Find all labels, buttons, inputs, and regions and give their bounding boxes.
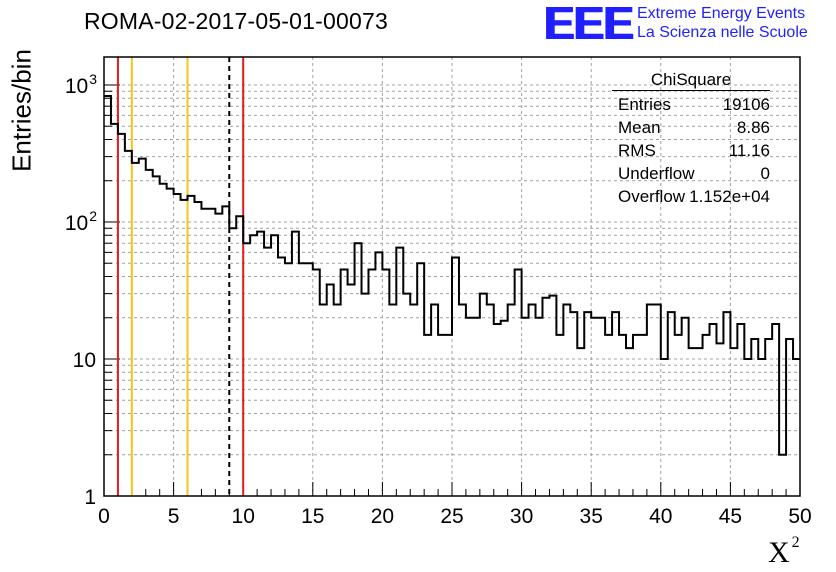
eee-logo: EEE [544,0,634,49]
stats-key: Entries [618,95,671,114]
x-tick-label: 5 [168,505,180,528]
stats-value: 1.152e+04 [689,187,770,206]
logo-tagline-2: La Scienza nelle Scuole [637,24,808,41]
stats-key: Underflow [618,164,695,183]
stats-value: 19106 [722,95,770,114]
x-tick-label: 30 [510,505,533,528]
x-tick-label: 50 [788,505,811,528]
y-tick-labels: 1 10 102 103 [65,71,97,509]
x-tick-label: 40 [649,505,672,528]
x-tick-label: 45 [719,505,742,528]
stats-row-mean: Mean 8.86 [612,116,770,139]
stats-value: 11.16 [728,141,770,160]
x-tick-label: 0 [98,505,110,528]
chart-title: ROMA-02-2017-05-01-00073 [84,8,388,34]
x-axis-label-superscript: 2 [791,534,800,551]
y-tick-label: 102 [65,208,97,235]
histogram-step-line [104,95,800,456]
stats-row-underflow: Underflow 0 [612,162,770,185]
y-tick-label: 1 [84,486,96,509]
x-tick-label: 35 [580,505,603,528]
stats-value: 0 [760,164,770,183]
x-tick-labels: 0 5 10 15 20 25 30 35 40 45 50 [98,505,812,528]
y-tick-label: 103 [65,71,97,98]
x-tick-label: 10 [232,505,255,528]
x-axis-label-base: X [768,536,790,569]
stats-box-title: ChiSquare [612,68,770,91]
stats-row-entries: Entries 19106 [612,93,770,116]
y-tick-label: 10 [73,349,96,372]
x-tick-label: 20 [371,505,394,528]
stats-key: RMS [618,141,656,160]
stats-key: Overflow [618,187,686,206]
logo-tagline-1: Extreme Energy Events [637,5,806,22]
plot-frame [103,56,801,497]
x-tick-label: 15 [301,505,324,528]
y-axis-label: Entries/bin [6,49,37,172]
stats-row-rms: RMS 11.16 [612,139,770,162]
stats-box: ChiSquare Entries 19106 Mean 8.86 RMS 11… [612,68,770,208]
stats-row-overflow: Overflow 1.152e+04 [612,185,770,208]
x-tick-label: 25 [440,505,463,528]
stats-key: Mean [618,118,661,137]
stats-value: 8.86 [736,118,770,137]
